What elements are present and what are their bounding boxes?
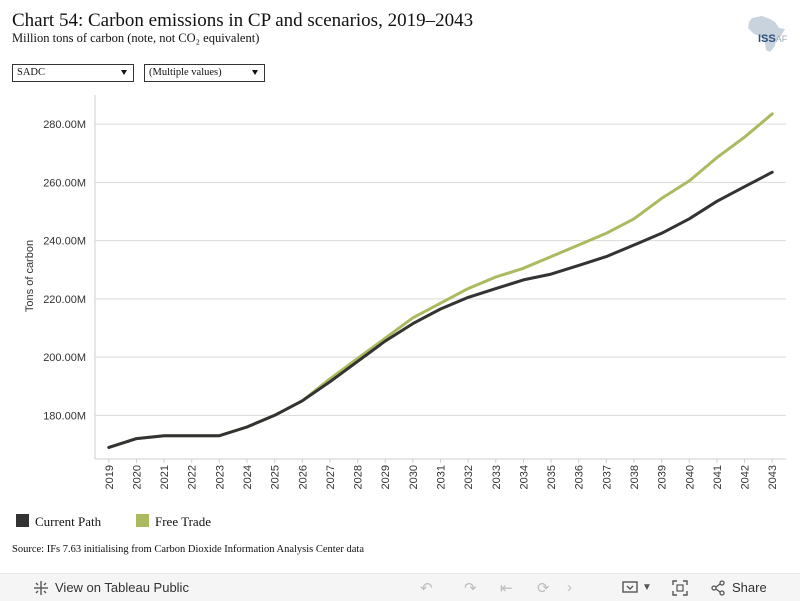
iss-africa-logo: ISSAF <box>742 14 790 54</box>
africa-map-logo <box>748 16 785 52</box>
axes: 180.00M 200.00M 220.00M 240.00M 260.00M 280.0… <box>43 95 786 489</box>
legend-swatch-free-trade <box>136 513 149 527</box>
y-tick-label: 180.00M <box>43 410 86 422</box>
x-tick-label: 2034 <box>518 465 530 489</box>
series-line-free-trade <box>107 112 774 449</box>
view-on-tableau-button[interactable]: View on Tableau Public <box>33 574 189 601</box>
refresh-icon[interactable]: ⟳ <box>537 579 550 597</box>
legend-label-current-path: Current Path <box>35 514 102 529</box>
legend-label-free-trade: Free Trade <box>155 514 211 529</box>
x-tick-label: 2042 <box>740 465 752 489</box>
tableau-logo-icon <box>34 580 48 595</box>
fullscreen-icon[interactable] <box>672 574 688 601</box>
x-tick-label: 2020 <box>131 465 143 489</box>
scenario-filter-value: (Multiple values) <box>149 67 222 78</box>
x-tick-label: 2033 <box>491 465 503 489</box>
legend-item-free-trade[interactable]: Free Trade <box>136 510 211 530</box>
chart-title: Chart 54: Carbon emissions in CP and sce… <box>12 10 474 31</box>
x-tick-label: 2028 <box>353 465 365 489</box>
x-tick-label: 2043 <box>767 465 779 489</box>
logo-text: ISSAF <box>758 33 788 45</box>
x-tick-label: 2029 <box>380 465 392 489</box>
region-filter-dropdown[interactable]: SADC <box>12 64 134 82</box>
y-tick-label: 260.00M <box>43 177 86 189</box>
y-tick-label: 200.00M <box>43 352 86 364</box>
scenario-filter-dropdown[interactable]: (Multiple values) <box>144 64 265 82</box>
x-tick-label: 2021 <box>159 465 171 489</box>
download-icon-glyph <box>622 580 638 593</box>
x-tick-label: 2041 <box>712 465 724 489</box>
share-button[interactable]: Share <box>710 574 767 601</box>
x-tick-label: 2024 <box>242 465 254 489</box>
series-lines <box>107 112 774 449</box>
tableau-toolbar: View on Tableau Public ↶ ↷ ⇤ ⟳ › ▼ Share <box>0 573 800 601</box>
x-tick-label: 2040 <box>684 465 696 489</box>
x-tick-label: 2022 <box>187 465 199 489</box>
fullscreen-icon-glyph <box>672 579 688 596</box>
x-tick-label: 2038 <box>629 465 641 489</box>
y-axis-label: Tons of carbon <box>24 240 36 312</box>
chart-subtitle: Million tons of carbon (note, not CO₂ eq… <box>12 31 260 45</box>
x-tick-label: 2023 <box>214 465 226 489</box>
chevron-down-icon <box>252 70 258 75</box>
legend-item-current-path[interactable]: Current Path <box>16 510 101 530</box>
share-label: Share <box>732 580 767 595</box>
x-tick-label: 2027 <box>325 465 337 489</box>
x-tick-label: 2025 <box>270 465 282 489</box>
legend-swatch-current-path <box>16 513 29 527</box>
view-on-tableau-label: View on Tableau Public <box>55 580 189 595</box>
redo-icon[interactable]: ↷ <box>464 579 477 597</box>
x-tick-label: 2036 <box>574 465 586 489</box>
x-tick-label: 2026 <box>297 465 309 489</box>
x-tick-label: 2030 <box>408 465 420 489</box>
x-tick-label: 2039 <box>657 465 669 489</box>
x-tick-label: 2035 <box>546 465 558 489</box>
share-icon <box>711 579 725 596</box>
source-note: Source: IFs 7.63 initialising from Carbo… <box>12 544 364 555</box>
gridlines <box>95 123 786 416</box>
y-tick-label: 220.00M <box>43 294 86 306</box>
x-tick-label: 2037 <box>601 465 613 489</box>
chevron-down-icon: ▼ <box>642 582 652 593</box>
region-filter-value: SADC <box>17 67 46 78</box>
pause-icon[interactable]: › <box>567 579 572 596</box>
chevron-down-icon <box>121 70 127 75</box>
x-tick-label: 2019 <box>104 465 116 489</box>
revert-icon[interactable]: ⇤ <box>500 579 513 597</box>
y-tick-label: 240.00M <box>43 236 86 248</box>
download-icon[interactable]: ▼ <box>622 574 652 601</box>
undo-icon[interactable]: ↶ <box>420 579 433 597</box>
series-line-current-path <box>107 170 774 449</box>
x-tick-label: 2031 <box>436 465 448 489</box>
x-tick-label: 2032 <box>463 465 475 489</box>
y-tick-label: 280.00M <box>43 119 86 131</box>
line-chart: 180.00M 200.00M 220.00M 240.00M 260.00M 280.0… <box>24 95 786 489</box>
